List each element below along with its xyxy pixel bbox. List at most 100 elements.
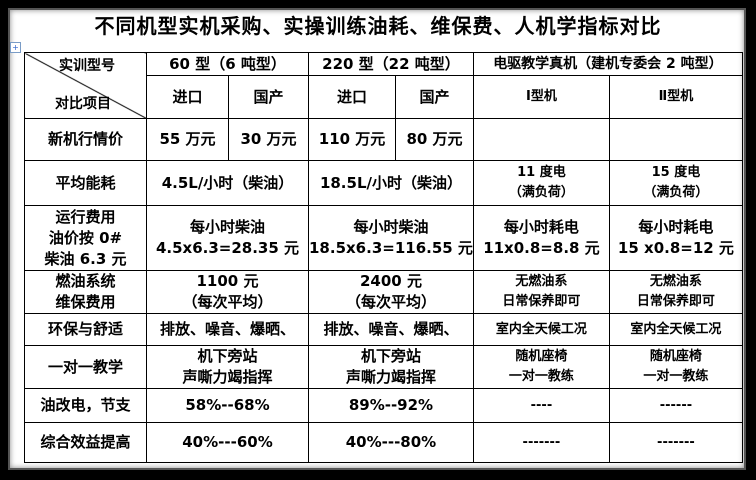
row-label: 燃油系统 维保费用 <box>24 270 147 314</box>
table-row-saving: 油改电，节支 58%--68% 89%--92% ---- ------ <box>24 388 743 423</box>
cell-line: 每小时柴油 <box>353 218 429 236</box>
row-label: 环保与舒适 <box>24 313 147 346</box>
row-label: 运行费用油价按 0# 柴油 6.3 元 <box>24 205 147 271</box>
cell-line: 1100 元 <box>196 272 259 290</box>
cell-line: 随机座椅 <box>649 349 702 364</box>
table-cell: 无燃油系日常保养即可 <box>472 270 610 314</box>
table-row-maintenance: 燃油系统维保费用 1100 元 （每次平均） 2400 元 （每次平均） 无燃油系日… <box>24 270 743 314</box>
corner-bottom-label: 对比项目 <box>55 96 111 112</box>
cell-line: 日常保养即可 <box>636 294 715 309</box>
cell-line: 无燃油系 <box>515 274 568 289</box>
cell-line: 11 度电 <box>517 165 566 180</box>
cell-line: 日常保养即可 <box>502 294 581 309</box>
header-row-subcols: 进口 国产 进口 国产 Ⅰ型机 Ⅱ型机 <box>25 75 743 119</box>
table-cell: 11 度电 （满负荷） <box>472 160 610 206</box>
cell-line: 机下旁站 <box>197 347 258 365</box>
table-move-handle-icon[interactable]: + <box>10 42 21 53</box>
table-cell: 室内全天候工况 <box>608 313 743 346</box>
cell-line: 每小时耗电 <box>503 218 579 236</box>
table-cell: 无燃油系日常保养即可 <box>608 270 743 314</box>
comparison-table: 实训型号 对比项目 60 型（6 吨型） 220 型（22 吨型） 电驱教学真机… <box>24 52 743 463</box>
row-label: 油改电，节支 <box>24 388 147 423</box>
cell-line: 每小时柴油 <box>189 218 265 236</box>
cell-line: 无燃油系 <box>649 274 702 289</box>
table-row-benefit: 综合效益提高 40%---60% 40%---80% ------- -----… <box>24 422 743 463</box>
cell-line: 18.5x6.3=116.55 元 <box>309 239 473 257</box>
row-label: 平均能耗 <box>24 160 147 206</box>
table-cell: 30 万元 <box>228 118 309 161</box>
table-cell <box>608 118 743 161</box>
header-row-groups: 实训型号 对比项目 60 型（6 吨型） 220 型（22 吨型） 电驱教学真机… <box>24 52 743 119</box>
table-row-energy: 平均能耗 4.5L/小时（柴油） 18.5L/小时（柴油） 11 度电 （满负荷）… <box>24 160 743 206</box>
cell-line: 运行费用 <box>55 207 116 226</box>
table-cell: 室内全天候工况 <box>472 313 610 346</box>
table-cell: 机下旁站声嘶力竭指挥 <box>308 345 474 389</box>
cell-line: 机下旁站 <box>360 347 421 365</box>
table-cell <box>472 118 610 161</box>
table-cell: 40%---80% <box>308 422 474 463</box>
cell-line: 维保费用 <box>55 293 116 311</box>
cell-line: 11x0.8=8.8 元 <box>483 239 600 257</box>
cell-line: 4.5x6.3=28.35 元 <box>155 239 300 257</box>
corner-header-cell: 实训型号 对比项目 <box>24 52 147 119</box>
table-cell: 1100 元 （每次平均） <box>146 270 309 314</box>
group-header-60: 60 型（6 吨型） <box>146 52 309 76</box>
table-cell: 2400 元 （每次平均） <box>308 270 474 314</box>
table-cell: 4.5L/小时（柴油） <box>146 160 309 206</box>
cell-line: 15 度电 <box>651 165 701 180</box>
group-header-220: 220 型（22 吨型） <box>308 52 474 76</box>
cell-line: 声嘶力竭指挥 <box>345 368 436 386</box>
cell-line: 随机座椅 <box>515 349 568 364</box>
table-cell: 110 万元 <box>307 118 397 161</box>
cell-line: （满负荷） <box>643 185 709 200</box>
subcol-header: 进口 <box>307 75 397 119</box>
table-cell: 机下旁站声嘶力竭指挥 <box>146 345 309 389</box>
table-cell: 每小时耗电 15 x0.8=12 元 <box>608 205 743 271</box>
cell-line: 15 x0.8=12 元 <box>617 239 734 257</box>
row-label: 一对一教学 <box>24 345 147 389</box>
row-label: 综合效益提高 <box>24 422 147 463</box>
cell-line: 一对一教练 <box>643 369 709 384</box>
cell-line: （满负荷） <box>508 185 574 200</box>
group-header-electric: 电驱教学真机（建机专委会 2 吨型） <box>472 52 743 76</box>
cell-line: 柴油 6.3 元 <box>44 249 127 268</box>
table-row-running-cost: 运行费用 油价按 0# 柴油 6.3 元 每小时柴油 4.5x6.3=28.35 元 … <box>24 205 743 271</box>
table-cell: 15 度电 （满负荷） <box>608 160 743 206</box>
table-cell: 58%--68% <box>146 388 309 423</box>
table-cell: 排放、噪音、爆晒、 <box>308 313 474 346</box>
subcol-header: 国产 <box>228 75 309 119</box>
table-cell: 89%--92% <box>308 388 474 423</box>
table-row-price: 新机行情价 55 万元 30 万元 110 万元 80 万元 <box>24 118 743 161</box>
table-row-environment: 环保与舒适 排放、噪音、爆晒、 排放、噪音、爆晒、 室内全天候工况 室内全天候工… <box>24 313 743 346</box>
table-cell: 每小时柴油 4.5x6.3=28.35 元 <box>146 205 309 271</box>
subcol-header: 国产 <box>395 75 474 119</box>
subcol-header: Ⅱ型机 <box>608 75 743 119</box>
subcol-header: 进口 <box>146 75 229 119</box>
cell-line: 每小时耗电 <box>638 218 714 236</box>
cell-line: 一对一教练 <box>508 369 574 384</box>
cell-line: 油价按 0# <box>48 228 123 247</box>
table-cell: ------- <box>472 422 610 463</box>
subcol-header: Ⅰ型机 <box>472 75 610 119</box>
table-cell: ---- <box>472 388 610 423</box>
table-cell: 每小时耗电 11x0.8=8.8 元 <box>472 205 610 271</box>
table-cell: 排放、噪音、爆晒、 <box>146 313 309 346</box>
table-cell: ------ <box>608 388 743 423</box>
table-cell: 40%---60% <box>146 422 309 463</box>
cell-line: 燃油系统 <box>55 272 116 290</box>
table-cell: 18.5L/小时（柴油） <box>308 160 474 206</box>
table-cell: 随机座椅 一对一教练 <box>608 345 743 389</box>
cell-line: （每次平均） <box>182 293 273 311</box>
table-cell: 55 万元 <box>146 118 229 161</box>
corner-top-label: 实训型号 <box>59 58 115 74</box>
table-cell: 每小时柴油 18.5x6.3=116.55 元 <box>308 205 474 271</box>
document-title: 不同机型实机采购、实操训练油耗、维保费、人机学指标对比 <box>94 14 662 38</box>
table-cell: 80 万元 <box>395 118 474 161</box>
table-cell: 随机座椅 一对一教练 <box>472 345 610 389</box>
cell-line: 声嘶力竭指挥 <box>182 368 273 386</box>
table-row-teaching: 一对一教学 机下旁站声嘶力竭指挥 机下旁站声嘶力竭指挥 随机座椅一对一教练 随机… <box>24 345 743 389</box>
cell-line: 2400 元 <box>359 272 422 290</box>
cell-line: （每次平均） <box>345 293 436 311</box>
row-label: 新机行情价 <box>24 118 147 161</box>
table-cell: ------- <box>608 422 743 463</box>
